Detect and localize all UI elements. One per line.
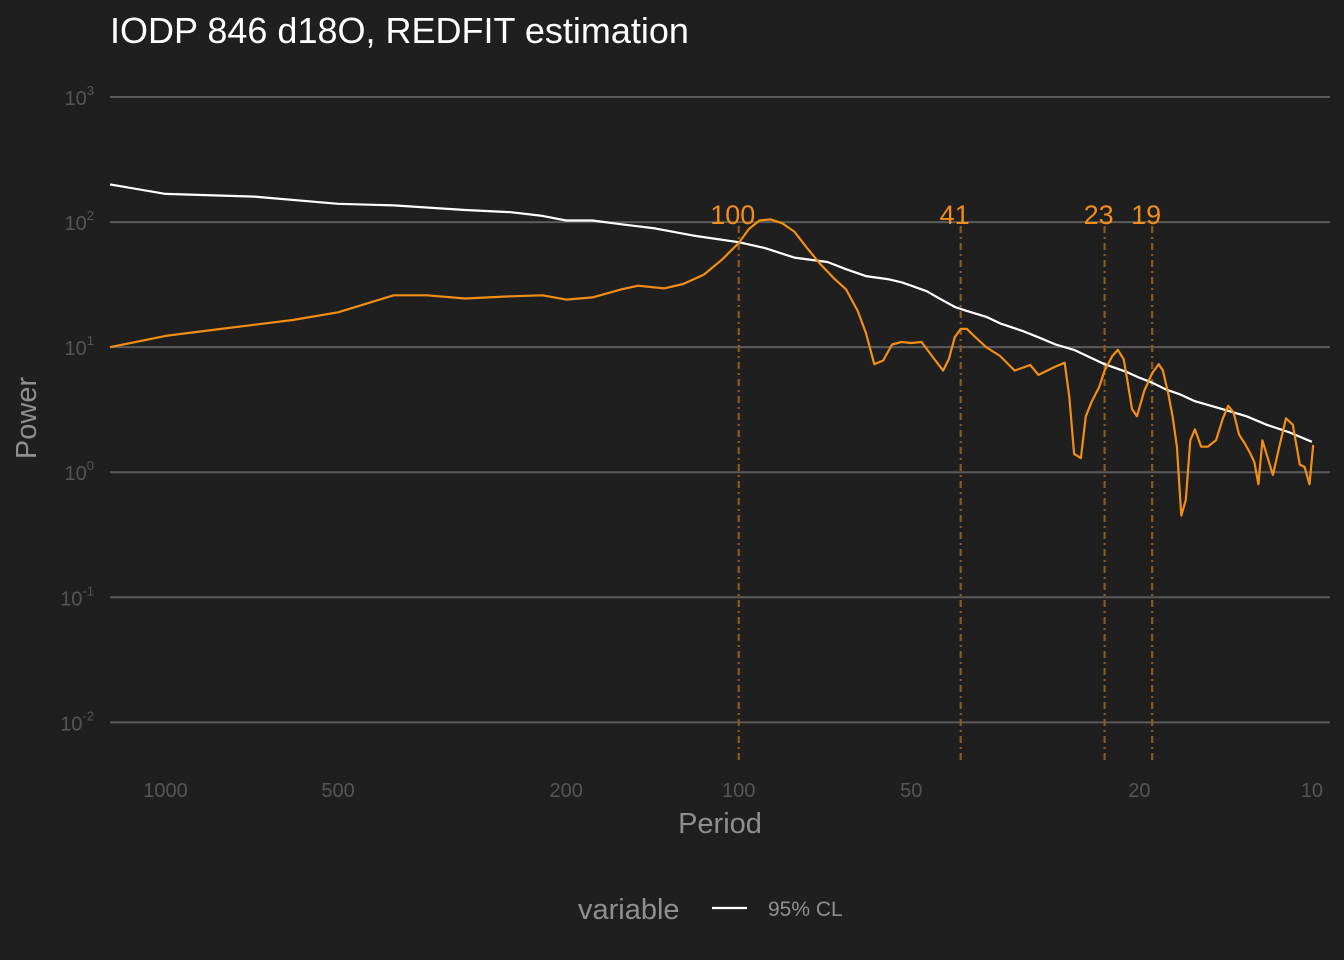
legend-title: variable (578, 894, 680, 926)
x-tick-label: 1000 (143, 780, 188, 802)
x-tick-label: 10 (1301, 780, 1323, 802)
peak-marker-lines (737, 226, 1154, 760)
y-tick-label: 10-1 (60, 583, 94, 610)
y-tick-label: 103 (65, 83, 94, 110)
y-axis-title: Power (11, 377, 43, 460)
x-axis-title: Period (678, 808, 762, 840)
chart-title: IODP 846 d18O, REDFIT estimation (110, 10, 689, 51)
x-tick-label: 500 (321, 780, 354, 802)
x-tick-label: 100 (722, 780, 755, 802)
x-tick-label: 50 (900, 780, 922, 802)
series-lines (109, 183, 1315, 517)
y-tick-label: 101 (65, 333, 94, 360)
x-tick-labels: 1000 500 200 100 50 20 10 (143, 780, 1323, 802)
peak-marker-label: 23 (1084, 200, 1114, 230)
legend-label-95cl: 95% CL (768, 898, 843, 921)
x-tick-label: 200 (550, 780, 583, 802)
peak-marker-label: 100 (710, 200, 755, 230)
y-tick-labels: 103 102 101 100 10-1 10-2 (60, 83, 94, 735)
y-tick-label: 10-2 (60, 708, 94, 735)
y-tick-label: 100 (65, 458, 94, 485)
series-line-95cl (109, 183, 1313, 443)
x-tick-label: 20 (1128, 780, 1150, 802)
y-gridlines (110, 96, 1330, 724)
peak-marker-labels: 100 41 23 19 (710, 200, 1161, 230)
legend: variable 95% CL (578, 894, 843, 926)
peak-marker-label: 19 (1131, 200, 1161, 230)
series-line-spectrum (109, 218, 1315, 517)
peak-marker-label: 41 (940, 200, 970, 230)
y-tick-label: 102 (65, 208, 94, 235)
